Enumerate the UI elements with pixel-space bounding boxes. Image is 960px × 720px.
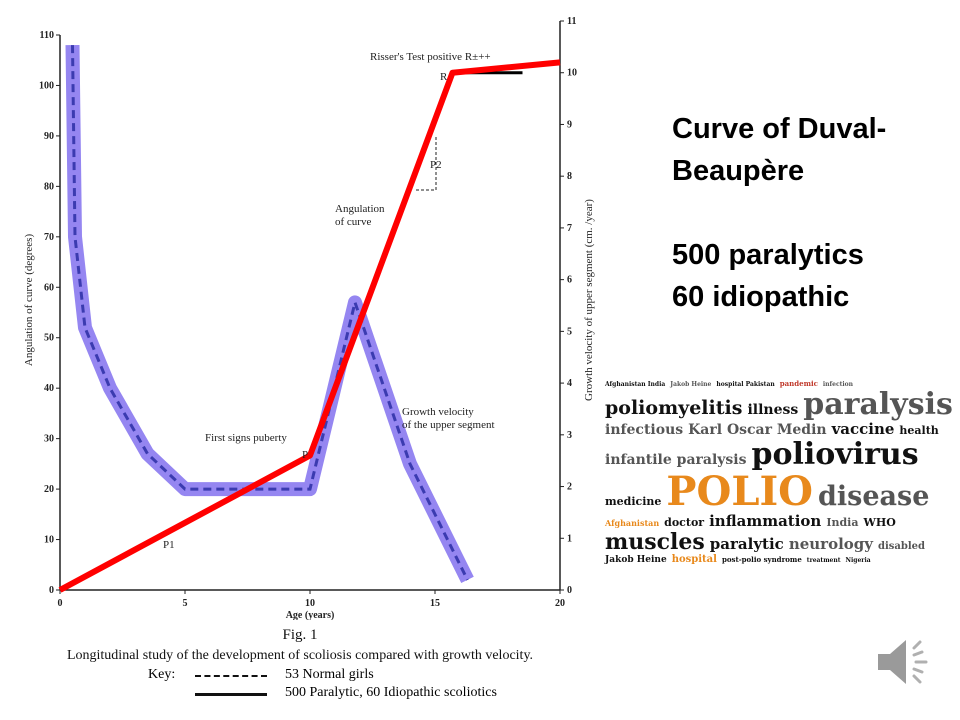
legend-item-paralytic: 500 Paralytic, 60 Idiopathic scoliotics bbox=[285, 685, 497, 700]
y-left-tick-label: 110 bbox=[40, 30, 54, 41]
annotation-growth-velocity: Growth velocity bbox=[402, 406, 474, 418]
figure-label: Fig. 1 bbox=[282, 627, 318, 643]
slide-title: Curve of Duval- Beaupère 500 paralytics … bbox=[672, 108, 886, 318]
word: Afghanistan bbox=[605, 518, 660, 529]
title-line: Beaupère bbox=[672, 155, 805, 187]
legend-item-normal: 53 Normal girls bbox=[285, 667, 374, 682]
y-right-tick-label: 6 bbox=[567, 275, 572, 286]
word: paralysis bbox=[803, 387, 953, 423]
word: inflammation bbox=[709, 512, 822, 531]
x-tick-label: 15 bbox=[430, 598, 440, 609]
stats-line: 500 paralytics bbox=[672, 239, 864, 271]
legend-dashed-swatch bbox=[195, 675, 267, 677]
word: doctor bbox=[664, 516, 705, 530]
y-left-tick-label: 90 bbox=[44, 131, 54, 142]
word: post-polio syndrome bbox=[721, 554, 802, 564]
annotation-p1: P1 bbox=[163, 539, 175, 551]
y-right-tick-label: 1 bbox=[567, 533, 572, 544]
y-right-tick-label: 10 bbox=[567, 68, 577, 79]
annotation-p: P bbox=[302, 449, 308, 461]
word: health bbox=[899, 423, 939, 437]
word: WHO bbox=[863, 516, 896, 530]
y-left-tick-label: 20 bbox=[44, 484, 54, 495]
word: disease bbox=[818, 481, 930, 513]
word: Jakob Heine bbox=[670, 381, 712, 388]
word: infection bbox=[822, 381, 854, 388]
word: neurology bbox=[788, 534, 873, 553]
word: treatment bbox=[806, 556, 841, 564]
word: Afghanistan India bbox=[605, 381, 666, 388]
word: India bbox=[826, 516, 859, 530]
annotation-growth-velocity: of the upper segment bbox=[402, 419, 495, 431]
legend-key-label: Key: bbox=[148, 667, 176, 682]
x-tick-label: 0 bbox=[58, 598, 63, 609]
x-tick-label: 20 bbox=[555, 598, 565, 609]
y-right-tick-label: 2 bbox=[567, 482, 572, 493]
chart: 0 5 10 15 2001020304050607080901001100123456… bbox=[23, 16, 595, 620]
series-normal-girls-dashed bbox=[71, 45, 469, 581]
y-left-tick-label: 50 bbox=[44, 333, 54, 344]
y-left-tick-label: 0 bbox=[49, 585, 54, 596]
word: disabled bbox=[877, 540, 926, 552]
x-tick-label: 10 bbox=[305, 598, 315, 609]
y-left-tick-label: 70 bbox=[44, 232, 54, 243]
y-right-tick-label: 0 bbox=[567, 585, 572, 596]
y-right-tick-label: 11 bbox=[567, 16, 576, 27]
annotation-puberty: First signs puberty bbox=[205, 432, 287, 444]
stats-line: 60 idiopathic bbox=[672, 281, 850, 313]
word: pandemic bbox=[779, 379, 818, 388]
series-red-overlay bbox=[58, 59, 561, 593]
annotation-risser: Risser's Test positive R±++ bbox=[370, 51, 491, 63]
polio-word-cloud: Afghanistan India Jakob Heine hospital P… bbox=[605, 380, 955, 565]
annotation-angulation: of curve bbox=[335, 216, 371, 228]
y-right-tick-label: 4 bbox=[567, 378, 572, 389]
word: Karl Oscar Medin bbox=[688, 421, 827, 438]
y-right-tick-label: 3 bbox=[567, 430, 572, 441]
word: medicine bbox=[605, 495, 662, 509]
word: Nigeria bbox=[845, 556, 871, 564]
y-left-tick-label: 30 bbox=[44, 434, 54, 445]
series-normal-girls-band bbox=[65, 44, 474, 584]
p2-bracket bbox=[415, 137, 437, 191]
y-right-tick-label: 9 bbox=[567, 119, 572, 130]
y-left-tick-label: 100 bbox=[39, 80, 54, 91]
y-right-axis-label: Growth velocity of upper segment (cm. /y… bbox=[583, 199, 595, 401]
y-right-tick-label: 7 bbox=[567, 223, 572, 234]
title-line: Curve of Duval- bbox=[672, 113, 887, 145]
figure-caption: Longitudinal study of the development of… bbox=[66, 648, 534, 663]
y-right-tick-label: 8 bbox=[567, 171, 572, 182]
word: infectious bbox=[605, 421, 684, 438]
word: illness bbox=[747, 402, 799, 419]
word: hospital Pakistan bbox=[716, 381, 775, 388]
legend-solid-swatch bbox=[195, 693, 267, 696]
annotation-r: R bbox=[440, 71, 448, 83]
y-left-axis-label: Angulation of curve (degrees) bbox=[23, 234, 35, 367]
annotation-angulation: Angulation bbox=[335, 203, 385, 215]
word: hospital bbox=[671, 553, 717, 565]
word: paralytic bbox=[709, 534, 784, 553]
word: Jakob Heine bbox=[605, 554, 667, 565]
word: poliomyelitis bbox=[605, 397, 743, 420]
y-left-tick-label: 10 bbox=[44, 535, 54, 546]
word: vaccine bbox=[831, 419, 895, 438]
x-axis-label: Age (years) bbox=[286, 610, 335, 620]
speaker-icon[interactable] bbox=[872, 630, 936, 694]
word: muscles bbox=[605, 528, 705, 555]
y-right-tick-label: 5 bbox=[567, 326, 572, 337]
word: POLIO bbox=[666, 468, 813, 516]
y-left-tick-label: 60 bbox=[44, 282, 54, 293]
y-left-tick-label: 80 bbox=[44, 181, 54, 192]
word: poliovirus bbox=[751, 436, 919, 472]
word: infantile paralysis bbox=[605, 451, 747, 468]
x-tick-label: 5 bbox=[183, 598, 188, 609]
y-left-tick-label: 40 bbox=[44, 383, 54, 394]
